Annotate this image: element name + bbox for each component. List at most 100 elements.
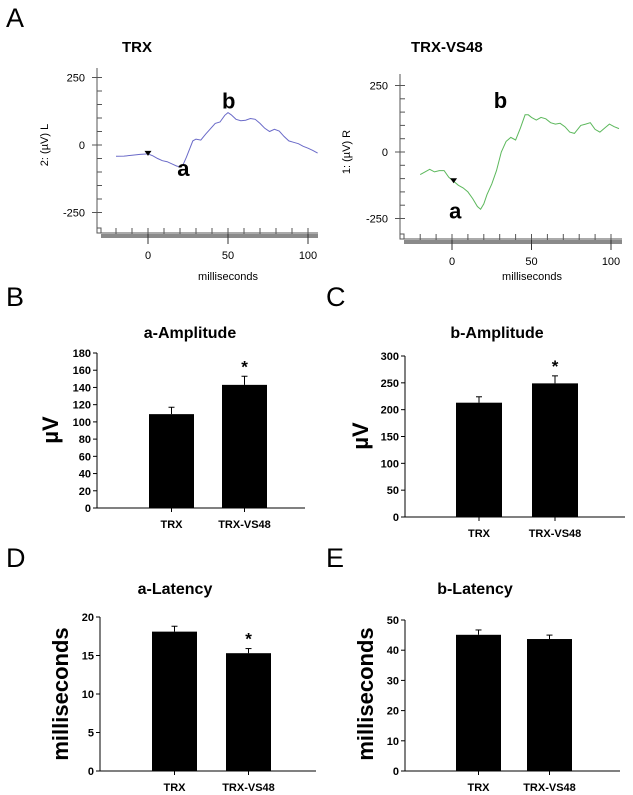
y-tick-label: 120 [73,400,91,412]
x-axis-bar [404,240,622,244]
annotation-a: a [177,156,190,181]
category-label: TRX [161,519,184,531]
y-tick-label: 20 [82,612,94,624]
y-tick-label: 0 [79,140,85,152]
category-label: TRX-VS48 [529,528,582,540]
y-axis-label: µV [38,416,63,444]
significance-star: * [552,357,559,376]
y-tick-label: 20 [387,706,399,718]
y-tick-label: 0 [88,766,94,778]
bar-trx [456,402,502,517]
bar-trx [152,631,197,771]
y-tick-label: 0 [382,147,388,159]
y-tick-label: 80 [79,434,91,446]
bar-trx [456,634,501,771]
stimulus-marker [450,178,458,184]
y-tick-label: 200 [381,405,399,417]
category-label: TRX-VS48 [218,519,271,531]
stimulus-marker [144,150,152,156]
tick-labels: 250 0 -250 0 50 100 [63,73,317,263]
panel-letter-e: E [326,543,344,573]
chart-title: a-Amplitude [144,325,237,342]
category-label: TRX [164,782,187,794]
x-tick-label: 0 [145,250,151,262]
axis-corner [399,233,405,240]
y-axis-label: 1: (µV) R [341,130,353,174]
y-tick-label: 0 [393,512,399,524]
y-tick-label: 40 [387,645,399,657]
x-tick-label: 0 [449,256,455,268]
y-axis-label: 2: (µV) L [39,124,51,166]
y-tick-label: 20 [79,486,91,498]
axes [92,68,318,244]
y-tick-label: 10 [387,736,399,748]
chart-title: b-Amplitude [450,325,543,342]
y-tick-label: -250 [366,214,388,226]
bar-trx-vs48 [226,653,271,771]
annotation-a: a [449,199,462,224]
chart-title: a-Latency [138,581,213,598]
bar-chart-a-amplitude: a-Amplitude µV 0 20 40 60 80 100 120 140 160 180 T… [38,325,305,531]
y-tick-label: 100 [73,417,91,429]
y-tick-label: 5 [88,728,94,740]
y-tick-label: 160 [73,365,91,377]
axes [395,74,622,250]
category-label: TRX-VS48 [222,782,275,794]
x-tick-label: 50 [222,250,234,262]
x-tick-label: 100 [299,250,317,262]
significance-star: * [241,357,248,376]
y-tick-label: 250 [381,378,399,390]
bar-trx-vs48 [532,383,578,517]
annotation-b: b [222,88,235,113]
y-axis-label: µV [348,422,373,450]
panel-letter-a: A [6,3,24,33]
x-axis-label: milliseconds [198,271,258,283]
chart-title: b-Latency [437,581,513,598]
waveform-title: TRX-VS48 [411,39,483,56]
y-tick-label: 10 [82,689,94,701]
waveform-trx: TRX 2: (µV) L milliseconds 250 0 -250 0 50 10… [39,39,318,283]
y-tick-label: 60 [79,451,91,463]
x-tick-label: 100 [602,256,620,268]
bar-trx-vs48 [222,384,267,508]
bar-chart-a-latency: a-Latency milliseconds 0 5 10 15 20 TRX TRX-VS… [48,581,316,794]
y-tick-label: 0 [393,766,399,778]
y-tick-label: 0 [85,503,91,515]
plot-area: 0 20 40 60 80 100 120 140 160 180 TRX TRX-VS48 * [73,348,305,531]
y-tick-label: 300 [381,351,399,363]
y-tick-label: 250 [67,73,85,85]
y-axis-label: milliseconds [353,627,378,760]
waveform-title: TRX [122,39,152,56]
y-tick-label: 140 [73,382,91,394]
annotation-b: b [494,88,507,113]
y-tick-label: 150 [381,432,399,444]
bar-trx-vs48 [527,639,572,771]
bar-chart-b-amplitude: b-Amplitude µV 0 50 100 150 200 250 300 TRX TRX-… [348,325,625,540]
waveform-trx-vs48: TRX-VS48 1: (µV) R milliseconds 250 0 -250… [341,39,622,283]
x-tick-label: 50 [525,256,537,268]
x-axis-label: milliseconds [502,271,562,283]
plot-area: 0 50 100 150 200 250 300 TRX TRX-VS48 * [381,351,625,540]
trace-line [115,111,318,168]
y-tick-label: 180 [73,348,91,360]
y-tick-label: 40 [79,469,91,481]
y-tick-label: 30 [387,675,399,687]
axis-corner [96,227,102,234]
tick-labels: 250 0 -250 0 50 100 [366,81,620,269]
x-axis-bar [101,234,318,238]
panel-letter-d: D [6,543,26,573]
y-tick-label: -250 [63,208,85,220]
category-label: TRX [468,528,491,540]
category-label: TRX-VS48 [523,782,576,794]
panel-letter-b: B [6,282,24,312]
y-tick-label: 250 [370,81,388,93]
trace-line [419,114,620,210]
plot-area: 0 10 20 30 40 50 TRX TRX-VS48 [387,615,620,794]
y-tick-label: 100 [381,458,399,470]
y-tick-label: 15 [82,651,94,663]
y-tick-label: 50 [387,485,399,497]
y-tick-label: 50 [387,615,399,627]
category-label: TRX [468,782,491,794]
significance-star: * [245,630,252,649]
